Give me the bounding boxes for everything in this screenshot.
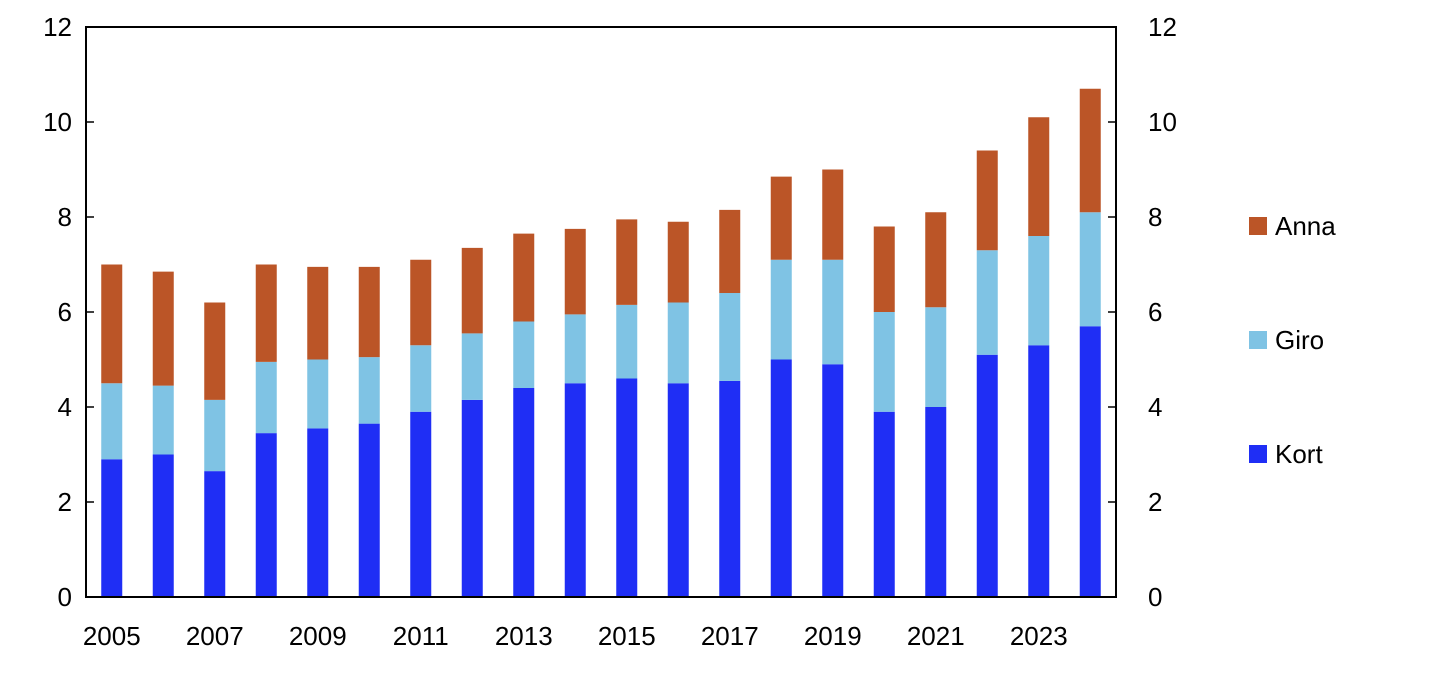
right-y-tick-label: 8 — [1148, 202, 1162, 232]
bar-anna-2012 — [461, 247, 483, 334]
legend: Anna Giro Kort — [1249, 211, 1336, 469]
bar-kort-2013 — [513, 388, 535, 597]
bar-anna-2023 — [1028, 117, 1050, 236]
x-tick-label: 2023 — [1010, 621, 1068, 651]
x-tick-label: 2011 — [393, 621, 449, 651]
bar-anna-2019 — [822, 169, 844, 260]
bar-anna-2017 — [719, 209, 741, 294]
bar-kort-2019 — [822, 364, 844, 597]
bar-kort-2008 — [255, 433, 277, 598]
bar-anna-2024 — [1079, 88, 1101, 213]
x-axis: 2005 2007 2009 2011 2013 2015 2017 2019 2021 2023 — [83, 621, 1068, 651]
bar-giro-2017 — [719, 293, 741, 381]
bar-kort-2022 — [976, 354, 998, 597]
left-y-tick-label: 0 — [58, 582, 72, 612]
x-tick-label: 2017 — [701, 621, 759, 651]
bar-kort-2006 — [152, 454, 174, 597]
bar-giro-2011 — [410, 345, 432, 412]
bar-giro-2020 — [873, 312, 895, 412]
bar-giro-2022 — [976, 250, 998, 355]
left-y-tick-label: 8 — [58, 202, 72, 232]
bar-kort-2016 — [667, 383, 689, 597]
right-y-tick-label: 0 — [1148, 582, 1162, 612]
bar-kort-2012 — [461, 399, 483, 598]
left-y-tick-label: 12 — [43, 12, 72, 42]
x-tick-label: 2005 — [83, 621, 141, 651]
bar-kort-2011 — [410, 411, 432, 597]
x-tick-label: 2009 — [289, 621, 347, 651]
bar-anna-2022 — [976, 150, 998, 251]
bar-giro-2016 — [667, 302, 689, 384]
bar-kort-2023 — [1028, 345, 1050, 597]
left-y-tick-label: 2 — [58, 487, 72, 517]
left-y-tick-label: 4 — [58, 392, 72, 422]
bar-anna-2013 — [513, 233, 535, 322]
bar-giro-2012 — [461, 333, 483, 400]
bar-giro-2010 — [358, 357, 380, 424]
bar-kort-2014 — [564, 383, 586, 597]
bar-anna-2005 — [101, 264, 123, 384]
bar-giro-2014 — [564, 314, 586, 384]
x-tick-label: 2021 — [907, 621, 965, 651]
bar-anna-2021 — [925, 212, 947, 308]
bar-giro-2018 — [770, 259, 792, 360]
bar-giro-2021 — [925, 307, 947, 407]
bar-giro-2008 — [255, 361, 277, 434]
bar-kort-2018 — [770, 359, 792, 597]
right-y-tick-label: 12 — [1148, 12, 1177, 42]
legend-label-anna: Anna — [1275, 211, 1336, 241]
legend-swatch-kort — [1249, 445, 1267, 463]
left-y-tick-label: 10 — [43, 107, 72, 137]
right-y-tick-label: 10 — [1148, 107, 1177, 137]
x-tick-label: 2007 — [186, 621, 244, 651]
bar-giro-2019 — [822, 259, 844, 365]
legend-label-giro: Giro — [1275, 325, 1324, 355]
bar-giro-2009 — [307, 359, 329, 429]
left-y-tick-label: 6 — [58, 297, 72, 327]
bar-kort-2021 — [925, 407, 947, 597]
bar-anna-2018 — [770, 176, 792, 260]
x-tick-label: 2013 — [495, 621, 553, 651]
bar-anna-2008 — [255, 264, 277, 362]
legend-swatch-giro — [1249, 331, 1267, 349]
bar-giro-2007 — [204, 399, 226, 472]
bar-anna-2007 — [204, 302, 226, 400]
bar-giro-2006 — [152, 385, 174, 455]
bar-giro-2024 — [1079, 212, 1101, 327]
bar-anna-2006 — [152, 271, 174, 386]
legend-label-kort: Kort — [1275, 439, 1323, 469]
bar-kort-2020 — [873, 411, 895, 597]
bar-kort-2005 — [101, 459, 123, 597]
bar-anna-2014 — [564, 228, 586, 315]
bar-anna-2016 — [667, 221, 689, 303]
right-y-tick-label: 4 — [1148, 392, 1162, 422]
left-y-axis: 0 2 4 6 8 10 12 — [43, 12, 94, 612]
bar-giro-2013 — [513, 321, 535, 388]
bar-anna-2011 — [410, 259, 432, 346]
bar-kort-2007 — [204, 471, 226, 598]
plot-frame — [85, 26, 1117, 598]
bar-kort-2015 — [616, 378, 638, 597]
bar-giro-2005 — [101, 383, 123, 460]
x-tick-label: 2019 — [804, 621, 862, 651]
right-y-axis: 0 2 4 6 8 10 12 — [1108, 12, 1177, 612]
bar-anna-2015 — [616, 219, 638, 305]
bar-anna-2010 — [358, 266, 380, 358]
bars-layer — [101, 88, 1101, 598]
bar-kort-2024 — [1079, 326, 1101, 597]
x-tick-label: 2015 — [598, 621, 656, 651]
bar-anna-2009 — [307, 266, 329, 360]
bar-giro-2015 — [616, 304, 638, 379]
bar-kort-2010 — [358, 423, 380, 598]
bar-giro-2023 — [1028, 236, 1050, 346]
right-y-tick-label: 6 — [1148, 297, 1162, 327]
legend-swatch-anna — [1249, 217, 1267, 235]
bar-anna-2020 — [873, 226, 895, 312]
bar-kort-2017 — [719, 380, 741, 598]
right-y-tick-label: 2 — [1148, 487, 1162, 517]
bar-kort-2009 — [307, 428, 329, 598]
